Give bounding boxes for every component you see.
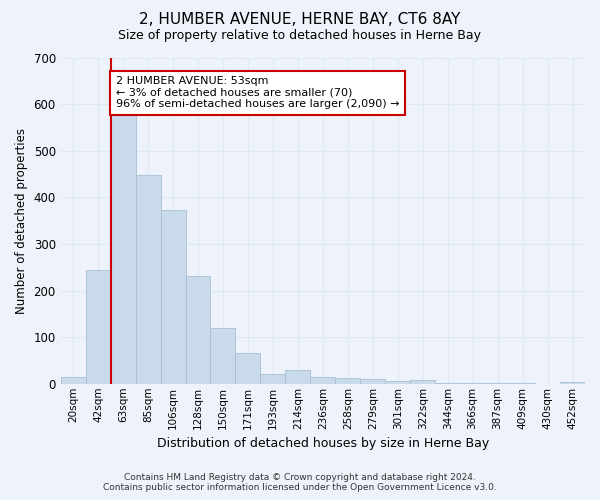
Y-axis label: Number of detached properties: Number of detached properties: [15, 128, 28, 314]
Bar: [385, 382, 410, 384]
Bar: [435, 383, 460, 384]
Bar: [185, 276, 211, 384]
Bar: [260, 374, 286, 384]
X-axis label: Distribution of detached houses by size in Herne Bay: Distribution of detached houses by size …: [157, 437, 489, 450]
Bar: [110, 111, 136, 384]
Bar: [136, 175, 161, 384]
Bar: [211, 328, 235, 384]
Bar: [61, 377, 86, 384]
Text: 2, HUMBER AVENUE, HERNE BAY, CT6 8AY: 2, HUMBER AVENUE, HERNE BAY, CT6 8AY: [139, 12, 461, 28]
Bar: [410, 380, 435, 384]
Bar: [360, 379, 385, 384]
Text: Contains HM Land Registry data © Crown copyright and database right 2024.
Contai: Contains HM Land Registry data © Crown c…: [103, 473, 497, 492]
Bar: [86, 270, 110, 384]
Bar: [286, 370, 310, 384]
Bar: [335, 378, 360, 384]
Text: 2 HUMBER AVENUE: 53sqm
← 3% of detached houses are smaller (70)
96% of semi-deta: 2 HUMBER AVENUE: 53sqm ← 3% of detached …: [116, 76, 399, 110]
Text: Size of property relative to detached houses in Herne Bay: Size of property relative to detached ho…: [119, 29, 482, 42]
Bar: [161, 210, 185, 384]
Bar: [460, 383, 485, 384]
Bar: [560, 382, 585, 384]
Bar: [235, 353, 260, 384]
Bar: [310, 377, 335, 384]
